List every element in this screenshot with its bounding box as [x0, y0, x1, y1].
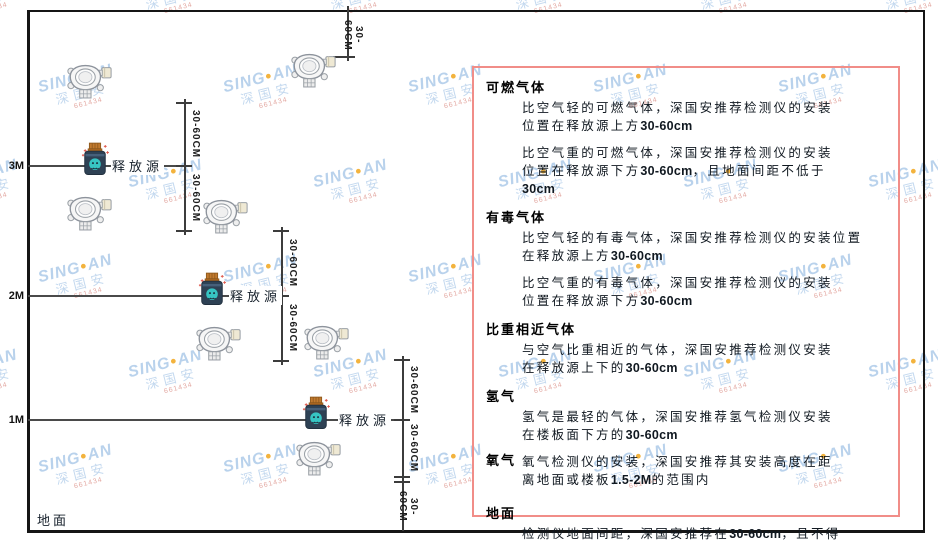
release-source-label: 释放源: [338, 410, 392, 429]
gas-detector-icon: [290, 53, 338, 88]
text-line: 离地面或楼板1.5-2M的范围内: [522, 472, 711, 487]
level-line-2m: [28, 295, 282, 297]
text-line: 在释放源上方30-60cm: [522, 248, 663, 263]
level-line-1m: [28, 419, 403, 421]
dimension-label: 30-60CM: [408, 424, 419, 473]
section-heading: 比重相近气体: [486, 323, 577, 338]
section-paragraph: 与空气比重相近的气体，深国安推荐检测仪安装 在释放源上下的30-60cm: [522, 341, 888, 377]
section-paragraph: 比空气重的可燃气体，深国安推荐检测仪的安装 位置在释放源下方30-60cm，且地面…: [522, 144, 888, 198]
section-paragraph: 氧气检测仪的安装，深国安推荐其安装高度在距 离地面或楼板1.5-2M的范围内: [522, 453, 888, 489]
section-paragraph: 检测仪地面间距，深国安推荐在30-60cm，且不得小于30cm，因为过低容易水溅…: [522, 525, 888, 541]
dimension-tick: [176, 230, 192, 232]
info-panel: 可燃气体比空气轻的可燃气体，深国安推荐检测仪的安装 位置在释放源上方30-60cm…: [472, 66, 900, 541]
release-source-label: 释放源: [111, 156, 165, 175]
text-line: 位置在释放源上方30-60cm: [522, 118, 693, 133]
dimension-label: 30-60CM: [342, 19, 364, 51]
text-line: 检测仪地面间距，深国安推荐在30-60cm，且不得: [522, 526, 841, 541]
text-line: 位置在释放源下方30-60cm: [522, 293, 693, 308]
gas-detector-icon: [202, 199, 250, 234]
text-line: 比空气重的可燃气体，深国安推荐检测仪的安装: [522, 145, 833, 160]
ground-label: 地面: [37, 514, 70, 529]
info-panel-content: 可燃气体比空气轻的可燃气体，深国安推荐检测仪的安装 位置在释放源上方30-60cm…: [486, 77, 888, 541]
section-paragraph: 比空气重的有毒气体，深国安推荐检测仪的安装 位置在释放源下方30-60cm: [522, 274, 888, 310]
gas-detector-icon: [303, 325, 351, 360]
release-source-icon: [198, 272, 226, 306]
release-source-icon: [81, 142, 109, 176]
gas-detector-icon: [295, 441, 343, 476]
section-heading: 氧气: [486, 454, 517, 469]
dimension-line-ceiling: [347, 6, 349, 61]
panel-section: 可燃气体比空气轻的可燃气体，深国安推荐检测仪的安装 位置在释放源上方30-60cm…: [486, 77, 888, 198]
dimension-tick: [273, 360, 289, 362]
text-line: 与空气比重相近的气体，深国安推荐检测仪安装: [522, 342, 833, 357]
dimension-tick: [394, 359, 410, 361]
section-paragraph: 比空气轻的可燃气体，深国安推荐检测仪的安装 位置在释放源上方30-60cm: [522, 99, 888, 135]
text-line: 在释放源上下的30-60cm: [522, 360, 678, 375]
level-line-3m: [28, 165, 185, 167]
dimension-tick: [273, 230, 289, 232]
axis-label-1m: 1M: [8, 414, 24, 426]
panel-section: 氧气 氧气检测仪的安装，深国安推荐其安装高度在距 离地面或楼板1.5-2M的范围内: [486, 453, 888, 489]
panel-section: 地面检测仪地面间距，深国安推荐在30-60cm，且不得小于30cm，因为过低容易…: [486, 503, 888, 541]
text-line: 30cm: [522, 182, 556, 196]
release-source-icon: [302, 396, 330, 430]
dimension-label: 30-60CM: [408, 365, 419, 415]
section-heading: 地面: [486, 507, 517, 522]
release-source-label: 释放源: [229, 286, 283, 305]
text-line: 在楼板面下方的30-60cm: [522, 427, 678, 442]
panel-section: 有毒气体比空气轻的有毒气体，深国安推荐检测仪的安装位置 在释放源上方30-60cm…: [486, 207, 888, 310]
section-heading: 氢气: [486, 390, 517, 405]
axis-label-3m: 3M: [8, 160, 24, 172]
room-outline: [27, 10, 925, 533]
text-line: 氧气检测仪的安装，深国安推荐其安装高度在距: [522, 454, 833, 469]
dimension-label: 30-60CM: [287, 238, 298, 288]
dimension-label: 30-60CM: [190, 174, 201, 223]
panel-section: 氢气 氢气是最轻的气体，深国安推荐氢气检测仪安装 在楼板面下方的30-60cm: [486, 386, 888, 444]
dimension-line-1m: [402, 356, 404, 531]
dimension-tick: [394, 419, 410, 421]
dimension-tick: [394, 481, 410, 483]
dimension-tick: [394, 476, 410, 478]
gas-detector-icon: [66, 196, 114, 231]
dimension-label: 30-60CM: [287, 303, 298, 353]
dimension-tick: [333, 56, 355, 58]
dimension-tick: [176, 165, 192, 167]
panel-section: 比重相近气体与空气比重相近的气体，深国安推荐检测仪安装 在释放源上下的30-60c…: [486, 319, 888, 377]
text-line: 比空气轻的可燃气体，深国安推荐检测仪的安装: [522, 100, 833, 115]
dimension-label: 30-60CM: [397, 491, 419, 522]
dimension-tick: [176, 102, 192, 104]
text-line: 位置在释放源下方30-60cm，且地面间距不低于: [522, 163, 826, 178]
section-heading: 有毒气体: [486, 211, 547, 226]
dimension-line-3m: [184, 99, 186, 235]
section-paragraph: 比空气轻的有毒气体，深国安推荐检测仪的安装位置 在释放源上方30-60cm: [522, 229, 888, 265]
gas-detector-icon: [66, 64, 114, 99]
text-line: 比空气轻的有毒气体，深国安推荐检测仪的安装位置: [522, 230, 863, 245]
gas-detector-icon: [195, 326, 243, 361]
dimension-label: 30-60CM: [190, 110, 201, 159]
axis-label-2m: 2M: [8, 290, 24, 302]
section-paragraph: 氢气是最轻的气体，深国安推荐氢气检测仪安装 在楼板面下方的30-60cm: [522, 408, 888, 444]
section-heading: 可燃气体: [486, 81, 547, 96]
text-line: 氢气是最轻的气体，深国安推荐氢气检测仪安装: [522, 409, 833, 424]
text-line: 比空气重的有毒气体，深国安推荐检测仪的安装: [522, 275, 833, 290]
